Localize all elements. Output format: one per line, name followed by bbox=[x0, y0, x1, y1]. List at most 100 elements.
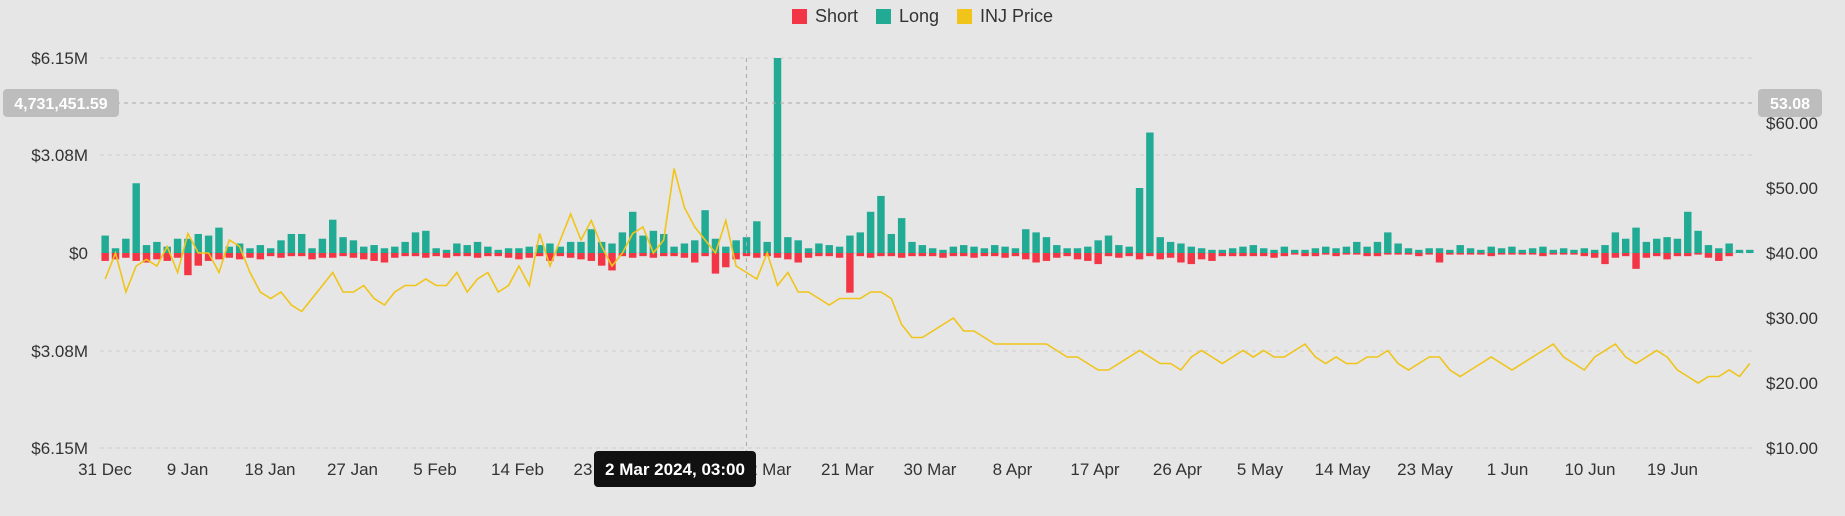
long-bar bbox=[670, 246, 678, 253]
long-bar bbox=[494, 249, 502, 253]
long-bar bbox=[1104, 235, 1113, 253]
long-bar bbox=[949, 246, 958, 253]
long-bar bbox=[318, 238, 327, 253]
long-bar bbox=[691, 240, 699, 253]
long-bar bbox=[1042, 237, 1051, 253]
long-bar bbox=[380, 248, 389, 253]
short-bar bbox=[535, 253, 544, 257]
short-bar bbox=[370, 253, 378, 261]
short-bar bbox=[515, 253, 523, 260]
short-bar bbox=[225, 253, 234, 258]
long-bar bbox=[1322, 246, 1330, 253]
short-bar bbox=[1621, 253, 1630, 257]
long-bar bbox=[204, 235, 213, 253]
short-bar bbox=[856, 253, 864, 257]
short-bar bbox=[1177, 253, 1185, 263]
x-tick-label: 5 Feb bbox=[413, 460, 456, 479]
long-bar bbox=[1549, 249, 1558, 253]
short-bar bbox=[339, 253, 347, 257]
short-bar bbox=[329, 253, 337, 258]
short-bar bbox=[1384, 253, 1392, 255]
short-bar bbox=[463, 253, 471, 257]
long-swatch-icon bbox=[875, 9, 891, 24]
short-bar bbox=[1187, 253, 1195, 265]
short-bar bbox=[215, 253, 223, 260]
long-bar bbox=[1621, 238, 1630, 253]
short-bar bbox=[970, 253, 978, 258]
long-bar bbox=[1477, 249, 1485, 253]
long-bar bbox=[1218, 249, 1227, 253]
short-bar bbox=[204, 253, 213, 261]
long-bar bbox=[701, 210, 709, 253]
long-bar bbox=[1342, 246, 1351, 253]
short-bar bbox=[184, 253, 192, 276]
short-bar bbox=[142, 253, 151, 263]
long-bar bbox=[411, 232, 420, 253]
crosshair-date-label: 2 Mar 2024, 03:00 bbox=[605, 460, 745, 479]
short-bar bbox=[1487, 253, 1495, 257]
short-bar bbox=[308, 253, 316, 260]
short-bar bbox=[111, 253, 120, 260]
short-bar bbox=[1135, 253, 1144, 260]
long-bar bbox=[163, 246, 171, 253]
short-bar bbox=[1239, 253, 1247, 257]
long-bar bbox=[680, 243, 689, 253]
legend-item-long[interactable]: Long bbox=[875, 6, 939, 27]
short-bar bbox=[804, 253, 813, 258]
short-bar bbox=[825, 253, 833, 257]
short-bar bbox=[1684, 253, 1692, 257]
long-bar bbox=[1187, 246, 1195, 253]
short-bar bbox=[1559, 253, 1568, 255]
short-bar bbox=[1115, 253, 1123, 258]
short-bar bbox=[742, 253, 751, 257]
short-bar bbox=[1590, 253, 1599, 258]
short-bar bbox=[1032, 253, 1040, 263]
long-bar bbox=[339, 237, 347, 253]
short-bar bbox=[1342, 253, 1351, 255]
long-bar bbox=[1166, 241, 1175, 253]
short-bar bbox=[1156, 253, 1164, 260]
x-tick-label: 9 Jan bbox=[167, 460, 209, 479]
short-bar bbox=[411, 253, 420, 257]
long-bar bbox=[918, 245, 927, 253]
long-bar bbox=[1632, 227, 1640, 253]
short-bar bbox=[484, 253, 492, 257]
long-bar bbox=[1032, 232, 1040, 253]
y-left-tick-label: $0 bbox=[69, 244, 88, 263]
long-bar bbox=[1197, 248, 1206, 253]
short-bar bbox=[1125, 253, 1133, 257]
long-bar bbox=[1270, 249, 1278, 253]
long-bar bbox=[308, 248, 316, 253]
short-swatch-icon bbox=[791, 9, 807, 24]
short-bar bbox=[266, 253, 275, 257]
long-bar bbox=[1001, 246, 1009, 253]
long-bar bbox=[753, 221, 761, 253]
short-bar bbox=[1270, 253, 1278, 258]
short-bar bbox=[297, 253, 306, 257]
long-bar bbox=[287, 233, 296, 253]
long-bar bbox=[184, 238, 192, 253]
short-bar bbox=[1508, 253, 1516, 255]
long-bar bbox=[1353, 241, 1361, 253]
short-bar bbox=[618, 253, 627, 257]
x-tick-label: 17 Apr bbox=[1070, 460, 1119, 479]
short-bar bbox=[1466, 253, 1475, 255]
short-bar bbox=[918, 253, 927, 257]
short-bar bbox=[835, 253, 844, 258]
legend-item-inj-price[interactable]: INJ Price bbox=[957, 6, 1053, 27]
short-bar bbox=[877, 253, 885, 257]
short-bar bbox=[1259, 253, 1268, 257]
inj-price-line bbox=[104, 168, 1751, 384]
short-bar bbox=[1456, 253, 1464, 255]
long-bar bbox=[1466, 248, 1475, 253]
legend-item-short[interactable]: Short bbox=[791, 6, 858, 27]
y-left-tick-label: $3.08M bbox=[31, 342, 88, 361]
short-bar bbox=[566, 253, 575, 258]
y-right-tick-label: $30.00 bbox=[1766, 309, 1818, 328]
short-bar bbox=[349, 253, 358, 258]
y-left-tick-label: $6.15M bbox=[31, 439, 88, 458]
long-bar bbox=[1435, 248, 1444, 253]
long-bar bbox=[1539, 246, 1547, 253]
short-bar bbox=[980, 253, 989, 257]
y-right-tick-label: $60.00 bbox=[1766, 114, 1818, 133]
